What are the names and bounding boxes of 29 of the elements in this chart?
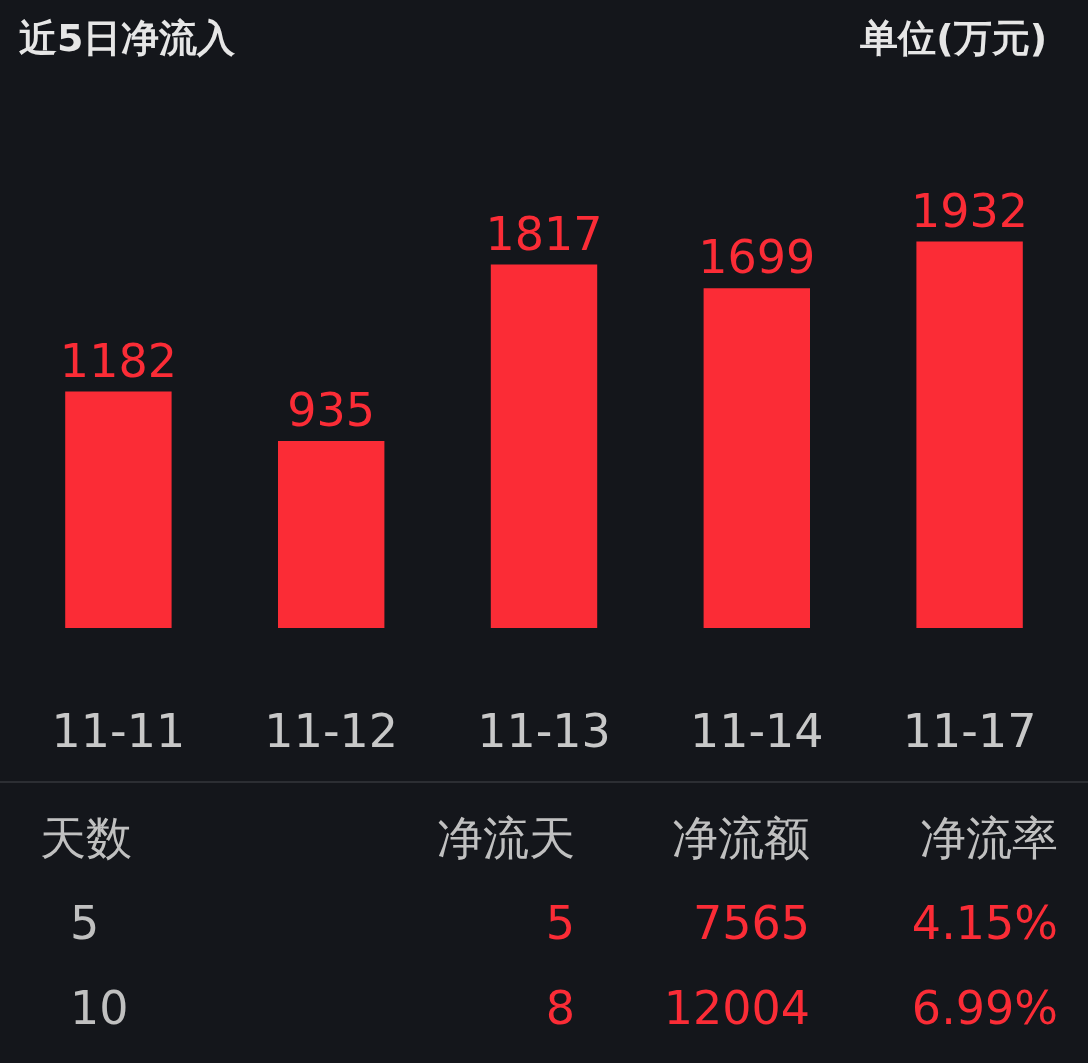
data-label: 935 (287, 383, 376, 437)
chart-subtitle: 单位(万元) (859, 16, 1047, 60)
text: 5 (545, 895, 575, 951)
x-tick-label: 11-12 (264, 704, 399, 758)
bar (278, 441, 385, 628)
x-tick-label: 11-11 (51, 704, 186, 758)
text: 净流天 (437, 810, 575, 866)
text: 12004 (663, 980, 810, 1036)
bar (916, 241, 1023, 628)
text: 8 (545, 980, 575, 1036)
text: 净流额 (672, 810, 810, 866)
data-label: 1817 (485, 206, 603, 261)
text: 7565 (692, 895, 810, 951)
x-tick-label: 11-17 (902, 704, 1037, 758)
bar (65, 391, 172, 628)
text: 4.15% (911, 895, 1058, 951)
text: 5 (70, 895, 100, 951)
bar (490, 264, 598, 628)
text: 6.99% (911, 980, 1058, 1036)
text: 10 (70, 980, 129, 1036)
x-tick-label: 11-14 (689, 704, 824, 758)
data-label: 1182 (59, 333, 177, 388)
bar (703, 288, 810, 628)
chart-title: 近5日净流入 (19, 16, 237, 60)
data-label: 1699 (698, 230, 816, 285)
x-tick-label: 11-13 (477, 704, 611, 758)
text: 净流率 (920, 810, 1058, 866)
text: 天数 (40, 810, 132, 866)
data-label: 1932 (911, 183, 1029, 238)
